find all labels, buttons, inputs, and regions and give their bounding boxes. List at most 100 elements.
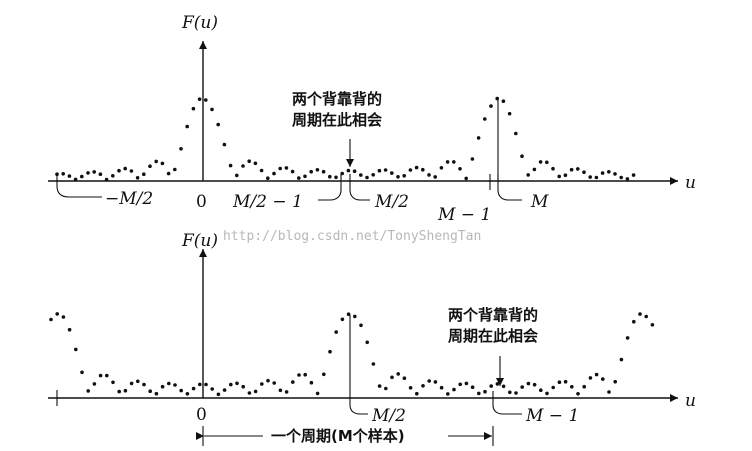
top-spectrum-dot bbox=[173, 167, 177, 172]
bottom-spectrum-dot bbox=[439, 385, 444, 390]
bottom-spectrum-dot bbox=[222, 388, 227, 392]
top-spectrum-dot bbox=[179, 147, 183, 151]
bottom-spectrum-dot bbox=[483, 389, 487, 394]
top-spectrum-dot bbox=[328, 174, 332, 179]
top-spectrum-dot bbox=[520, 154, 524, 158]
bottom-spectrum-dot bbox=[136, 379, 140, 384]
bottom-spectrum-dot bbox=[470, 385, 475, 390]
bottom-spectrum-dot bbox=[92, 382, 97, 386]
bottom-spectrum-dot bbox=[216, 392, 221, 397]
top-spectrum-dot bbox=[408, 168, 413, 172]
bottom-spectrum-dot bbox=[477, 391, 481, 396]
top-spectrum-dot bbox=[129, 169, 134, 173]
top-spectrum-dot bbox=[166, 171, 171, 176]
top-spectrum-dot bbox=[235, 173, 239, 178]
bottom-spectrum-dot bbox=[446, 392, 450, 396]
top-spectrum-dot bbox=[123, 166, 127, 171]
bottom-spectrum-dots bbox=[49, 312, 655, 397]
bottom-spectrum-dot bbox=[452, 387, 456, 392]
top-spectrum-dot bbox=[359, 173, 363, 177]
bottom-spectrum-dot bbox=[98, 373, 103, 378]
top-spectrum-dot bbox=[315, 168, 320, 172]
top-pointer-m bbox=[497, 189, 522, 201]
bottom-spectrum-dot bbox=[278, 388, 283, 393]
bottom-spectrum-dot bbox=[464, 381, 469, 386]
top-spectrum-dot bbox=[117, 168, 121, 173]
top-spectrum-dot bbox=[185, 124, 189, 129]
top-spectrum-dot bbox=[476, 136, 481, 140]
top-spectrum-dot bbox=[433, 175, 438, 179]
bottom-spectrum-dot bbox=[501, 384, 506, 389]
bottom-spectrum-dot bbox=[532, 382, 537, 387]
bottom-spectrum-dot bbox=[284, 390, 289, 394]
bottom-spectrum-dot bbox=[111, 380, 115, 385]
bottom-spectrum-dot bbox=[328, 349, 332, 354]
bottom-spectrum-dot bbox=[563, 379, 568, 384]
top-spectrum-dot bbox=[61, 172, 65, 176]
top-spectrum-dot bbox=[607, 170, 611, 174]
top-annotation-line-1: 两个背靠背的 bbox=[292, 90, 382, 108]
bottom-spectrum-dot bbox=[607, 390, 611, 394]
bottom-pointer-m-minus-1 bbox=[492, 404, 522, 415]
top-spectrum-dot bbox=[135, 176, 140, 180]
bottom-spectrum-dot bbox=[625, 336, 630, 340]
top-spectrum-dot bbox=[625, 177, 630, 181]
bottom-spectrum-dot bbox=[247, 391, 252, 395]
top-spectrum-dot bbox=[588, 175, 592, 179]
bottom-spectrum-dot bbox=[340, 317, 345, 322]
bottom-spectrum-dot bbox=[272, 381, 277, 385]
bottom-spectrum-dot bbox=[229, 382, 233, 387]
bottom-spectrum-dot bbox=[291, 380, 295, 384]
top-spectrum-dot bbox=[383, 168, 388, 172]
top-tick-label-m-half: M/2 bbox=[374, 192, 409, 212]
top-spectrum-dot bbox=[321, 169, 326, 174]
bottom-spectrum-dot bbox=[142, 382, 146, 387]
bottom-spectrum-dot bbox=[601, 377, 605, 381]
top-spectrum-dot bbox=[154, 159, 158, 164]
bottom-spectrum-dot bbox=[210, 387, 214, 391]
bottom-spectrum-dot bbox=[334, 330, 339, 334]
bottom-spectrum-dot bbox=[377, 384, 382, 388]
bottom-spectrum-dot bbox=[557, 380, 562, 385]
top-spectrum-dot bbox=[377, 168, 382, 173]
top-spectrum-dot bbox=[439, 166, 444, 170]
top-spectrum-dot bbox=[600, 171, 605, 175]
bottom-spectrum-dot bbox=[594, 372, 599, 377]
top-spectrum-dot bbox=[452, 160, 456, 164]
bottom-spectrum-dot bbox=[67, 327, 72, 332]
bottom-spectrum-dot bbox=[427, 379, 432, 383]
bottom-spectrum-dot bbox=[86, 389, 90, 393]
top-spectrum-dot bbox=[631, 173, 636, 177]
bottom-spectrum-dot bbox=[148, 389, 152, 394]
top-spectrum-dot bbox=[427, 173, 431, 177]
top-spectrum-dot bbox=[371, 173, 376, 177]
bottom-spectrum-dot bbox=[638, 312, 642, 316]
top-annotation-line-2: 周期在此相会 bbox=[292, 111, 382, 129]
bottom-spectrum-dot bbox=[129, 381, 134, 386]
watermark: http://blog.csdn.net/TonyShengTan bbox=[223, 229, 481, 244]
top-spectrum-dot bbox=[402, 174, 407, 178]
top-panel: F(u) u −M/2 0 M/2 − 1 M/2 M − 1 M 两个背靠背的… bbox=[48, 13, 696, 225]
top-spectrum-dot bbox=[266, 176, 270, 180]
bottom-spectrum-dot bbox=[61, 315, 66, 319]
top-spectrum-dot bbox=[495, 96, 500, 101]
top-spectrum-dot bbox=[228, 163, 233, 168]
top-spectrum-dot bbox=[309, 169, 314, 174]
top-spectrum-dot bbox=[557, 174, 561, 179]
bottom-spectrum-dot bbox=[297, 373, 301, 377]
top-x-axis-label: u bbox=[685, 173, 696, 193]
bottom-spectrum-dot bbox=[80, 370, 84, 375]
bottom-spectrum-dot bbox=[322, 372, 326, 377]
bottom-spectrum-dot bbox=[514, 391, 518, 395]
bottom-spectrum-dot bbox=[551, 385, 555, 390]
bottom-spectrum-dot bbox=[489, 384, 494, 388]
bottom-panel: F(u) u 0 M/2 M − 1 两个背靠背的 周期在此相会 一个周期(M个… bbox=[48, 231, 696, 446]
top-tick-label-m: M bbox=[530, 192, 549, 212]
bottom-spectrum-dot bbox=[160, 384, 165, 389]
bottom-spectrum-dot bbox=[241, 384, 245, 389]
top-spectrum-dot bbox=[551, 166, 555, 171]
bottom-spectrum-dot bbox=[582, 384, 586, 389]
bottom-spectrum-dot bbox=[520, 385, 524, 389]
bottom-spectrum-dot bbox=[185, 392, 190, 396]
bottom-spectrum-dot bbox=[105, 373, 109, 378]
